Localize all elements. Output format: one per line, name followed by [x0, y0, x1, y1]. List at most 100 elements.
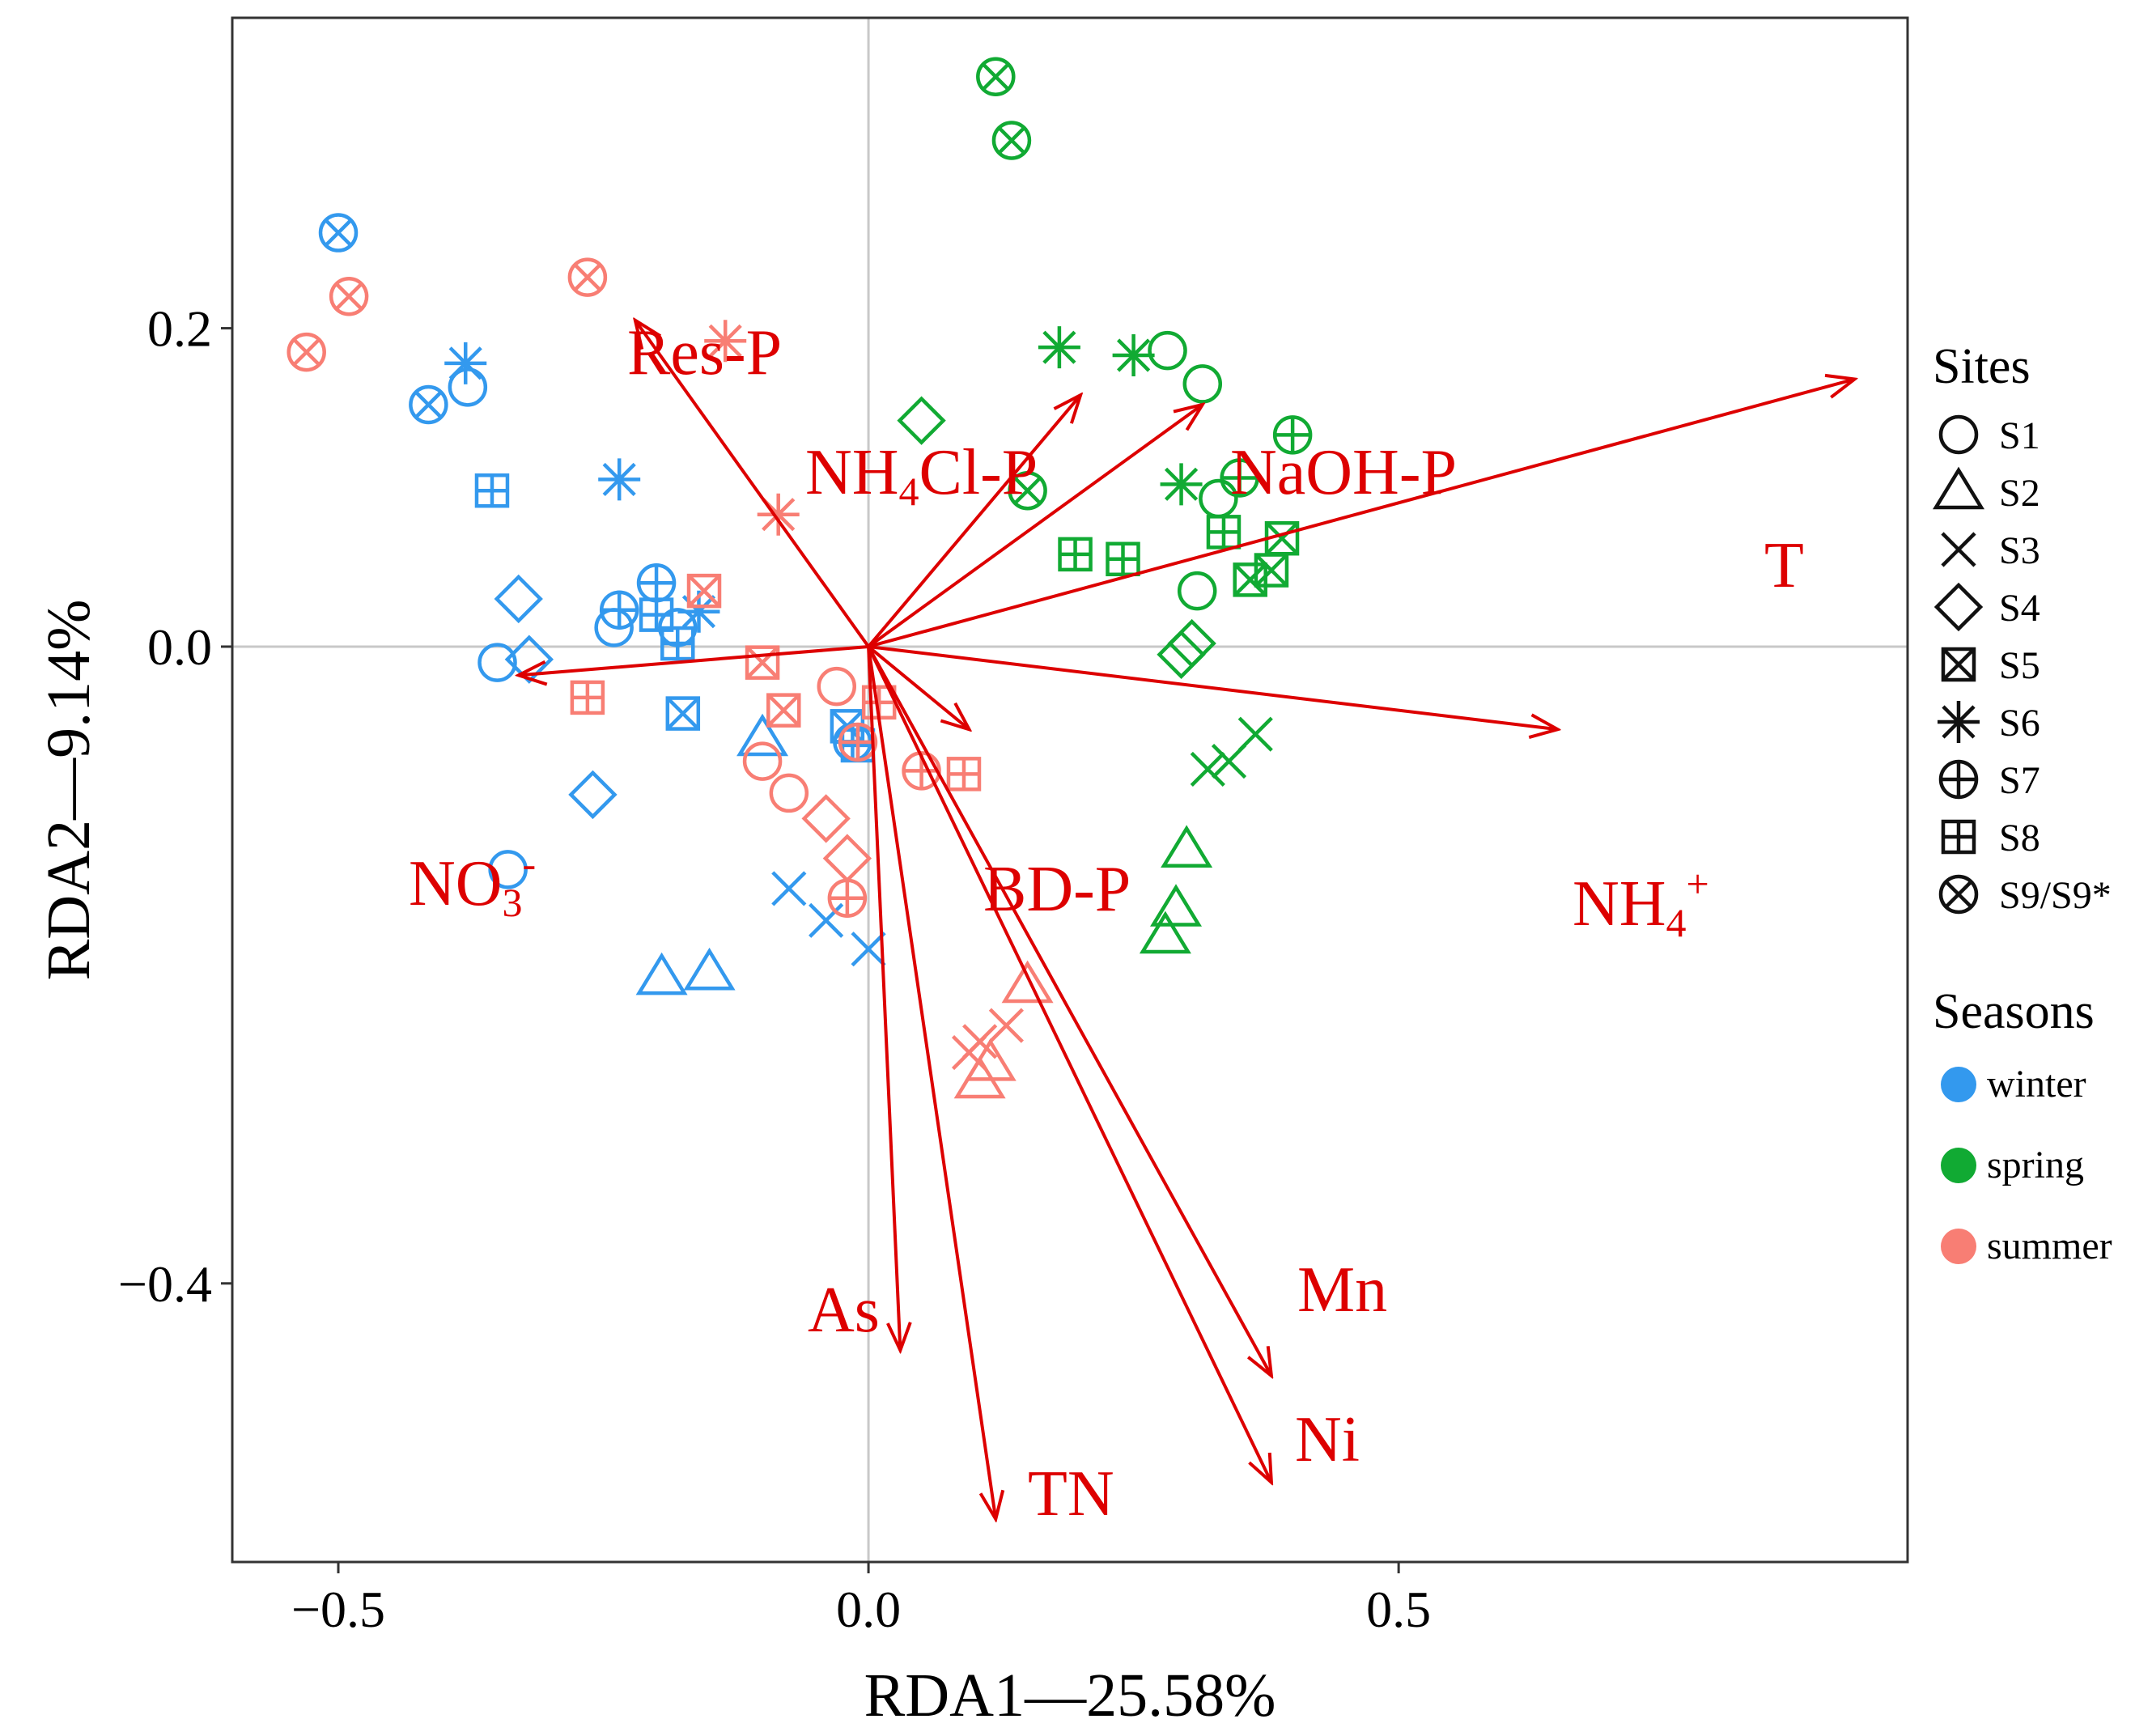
point-spring-s5-45 [1233, 562, 1267, 597]
legend-site-label-s9: S9/S9* [1999, 874, 2112, 917]
point-winter-s3-24 [809, 902, 844, 938]
x-tick-label-0: −0.5 [291, 1581, 385, 1638]
legend-site-key-s7 [1938, 759, 1979, 800]
point-spring-s3-50 [1211, 744, 1247, 779]
point-spring-s7-38 [1220, 458, 1259, 498]
point-summer-s9-55 [567, 257, 608, 297]
point-winter-s9-3 [409, 384, 448, 425]
legend-site-label-s5: S5 [1999, 644, 2040, 687]
point-winter-s6-5 [598, 458, 641, 501]
point-winter-s1-22 [488, 850, 528, 889]
vector-label-t: T [1764, 530, 1804, 601]
point-spring-s8-42 [1058, 537, 1093, 572]
vector-nh4- [868, 644, 1558, 729]
reference-lines [232, 18, 1908, 1562]
point-summer-s5-63 [766, 693, 801, 728]
axes: RDA1—25.58% RDA2—9.14% −0.5 0.0 0.5 −0.4 0.0… [35, 300, 1431, 1730]
vector-mn [867, 646, 1271, 1376]
legend-season-key-summer [1941, 1229, 1976, 1264]
point-spring-s3-51 [1190, 751, 1225, 787]
vector-label-naoh-p: NaOH-P [1230, 437, 1457, 508]
point-summer-s6-58 [704, 320, 747, 363]
vector-label-nh4-: NH4+ [1573, 861, 1709, 945]
vector-label-tn: TN [1028, 1458, 1114, 1530]
x-axis-title: RDA1—25.58% [864, 1662, 1276, 1730]
point-summer-s9-56 [329, 276, 369, 316]
legend-site-key-s1 [1938, 414, 1979, 455]
point-spring-s2-52 [1161, 825, 1213, 868]
point-winter-s2-27 [683, 947, 736, 991]
legend-season-key-spring [1941, 1148, 1976, 1183]
vector-naoh-p [867, 405, 1203, 648]
vector-label-res-p: Res-P [627, 317, 782, 388]
legend-site-label-s3: S3 [1999, 529, 2040, 572]
point-spring-s8-43 [1106, 541, 1140, 577]
legend-site-key-s5 [1941, 647, 1976, 682]
point-winter-s2-17 [736, 713, 789, 757]
point-summer-s9-57 [287, 332, 326, 372]
point-summer-s5-60 [686, 573, 722, 609]
point-summer-s1-67 [742, 741, 783, 781]
legend-seasons-title: Seasons [1933, 984, 2095, 1039]
point-summer-s7-73 [827, 878, 868, 919]
vector-tn [867, 646, 995, 1519]
point-winter-s8-13 [660, 626, 695, 661]
point-spring-s9-36 [1008, 470, 1047, 511]
y-tick-label-1: 0.0 [147, 618, 212, 676]
sample-points [287, 57, 1313, 1099]
point-summer-s2-74 [1001, 960, 1054, 1004]
point-winter-s3-23 [771, 871, 807, 906]
vector-t [868, 380, 1854, 648]
point-summer-s4-71 [801, 794, 851, 843]
point-spring-s1-46 [1177, 571, 1217, 611]
point-summer-s1-64 [817, 666, 857, 707]
legend-sites-title: Sites [1933, 339, 2031, 394]
vector-no3- [519, 644, 869, 675]
point-winter-s3-25 [851, 932, 886, 967]
point-winter-s1-9 [594, 608, 634, 647]
point-summer-s1-70 [769, 773, 809, 813]
legend-site-key-s3 [1941, 532, 1976, 567]
point-spring-s9-28 [976, 57, 1016, 97]
vector-ni [867, 646, 1271, 1483]
point-winter-s8-4 [474, 473, 510, 508]
vector-label-nh4cl-p: NH4Cl-P [805, 437, 1038, 514]
vector-label-bd-p: BD-P [983, 854, 1131, 925]
point-spring-s7-35 [1272, 415, 1313, 455]
legend-season-label-winter: winter [1987, 1063, 2086, 1106]
vector-label-as: As [808, 1275, 880, 1346]
vector-as [867, 646, 900, 1350]
y-tick-label-0: −0.4 [118, 1255, 212, 1313]
vector-label-ni: Ni [1295, 1404, 1360, 1475]
legend-season-key-winter [1941, 1067, 1976, 1102]
point-spring-s8-40 [1206, 515, 1242, 550]
legend-site-key-s4 [1933, 582, 1984, 632]
point-winter-s1-2 [448, 367, 488, 407]
point-winter-s5-16 [665, 696, 701, 731]
y-axis-title: RDA2—9.14% [35, 600, 103, 981]
legend-sites: Sites S1 S2 S3 S4 S5 S6 S7 S8 S9/S9* [1932, 339, 2112, 917]
vector-label-no3-: NO3- [409, 841, 536, 925]
point-spring-s6-31 [1112, 334, 1155, 377]
legend-site-label-s4: S4 [1999, 587, 2040, 630]
vector-label-mn: Mn [1297, 1254, 1387, 1326]
point-summer-s2-79 [953, 1055, 1006, 1099]
legend-site-label-s1: S1 [1999, 414, 2040, 457]
legend-site-label-s7: S7 [1999, 759, 2040, 802]
point-summer-s8-62 [570, 680, 605, 715]
point-summer-s3-75 [988, 1008, 1024, 1043]
legend-site-key-s9 [1938, 874, 1979, 915]
point-spring-s6-37 [1160, 463, 1203, 506]
point-spring-s1-32 [1148, 330, 1187, 371]
environmental-vectors [519, 320, 1855, 1519]
point-spring-s4-48 [1157, 630, 1206, 679]
point-spring-s2-53 [1150, 884, 1203, 927]
legend-site-label-s6: S6 [1999, 702, 2040, 745]
legend-seasons: Seasons winter spring summer [1933, 984, 2112, 1267]
point-winter-s4-6 [494, 574, 543, 624]
point-spring-s5-44 [1254, 553, 1289, 588]
point-summer-s8-69 [946, 757, 982, 792]
point-summer-s3-77 [951, 1034, 987, 1071]
legend-site-label-s8: S8 [1999, 817, 2040, 860]
point-summer-s5-61 [745, 645, 780, 680]
